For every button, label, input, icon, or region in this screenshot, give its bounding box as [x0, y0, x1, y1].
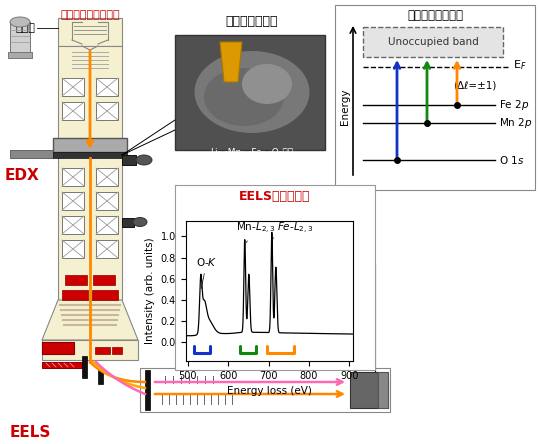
Text: Mn-$L_{2,3}$: Mn-$L_{2,3}$ — [237, 221, 276, 242]
Bar — [378, 372, 388, 408]
Bar — [62, 240, 84, 258]
Text: Fe-$L_{2,3}$: Fe-$L_{2,3}$ — [273, 221, 313, 238]
Ellipse shape — [204, 68, 284, 126]
Text: Mn 2$p$: Mn 2$p$ — [499, 116, 532, 130]
Ellipse shape — [136, 155, 152, 165]
Bar — [175, 185, 375, 370]
Bar — [350, 372, 378, 408]
Bar — [58, 46, 122, 300]
Bar — [62, 168, 84, 186]
Bar — [140, 368, 390, 412]
Text: Fe 2$p$: Fe 2$p$ — [499, 98, 529, 112]
Ellipse shape — [133, 218, 147, 226]
Bar — [96, 168, 118, 186]
Text: EDX: EDX — [5, 167, 39, 182]
Ellipse shape — [194, 51, 309, 133]
Bar — [62, 290, 88, 300]
Bar — [53, 138, 127, 152]
Bar — [65, 275, 87, 285]
Bar — [96, 102, 118, 120]
Text: Energy: Energy — [340, 89, 350, 125]
Text: E$_F$: E$_F$ — [513, 58, 526, 72]
Bar — [8, 52, 32, 58]
Bar — [62, 102, 84, 120]
Bar — [98, 370, 103, 384]
Text: 電子線プローブ: 電子線プローブ — [226, 15, 278, 28]
Bar — [62, 192, 84, 210]
Text: EELSスペクトル: EELSスペクトル — [239, 190, 310, 203]
Ellipse shape — [242, 64, 292, 104]
Ellipse shape — [10, 17, 30, 27]
Text: (Δℓ=±1): (Δℓ=±1) — [453, 80, 497, 90]
Text: 分析電子顕微鏡本体: 分析電子顕微鏡本体 — [60, 10, 120, 20]
Bar — [95, 347, 110, 354]
Bar — [93, 275, 115, 285]
Bar — [112, 347, 122, 354]
Text: 内殻電子励起過程: 内殻電子励起過程 — [407, 9, 463, 22]
Bar — [10, 22, 30, 52]
Bar — [175, 35, 325, 150]
Bar — [10, 150, 53, 158]
Bar — [82, 356, 87, 378]
Bar — [62, 216, 84, 234]
Bar — [96, 240, 118, 258]
Bar — [122, 218, 134, 227]
Bar — [122, 155, 136, 165]
Text: Li₁.₂Mn₀.₄Fe₀.₄O₂粒子: Li₁.₂Mn₀.₄Fe₀.₄O₂粒子 — [211, 147, 294, 156]
Y-axis label: Intensity (arb. units): Intensity (arb. units) — [145, 238, 155, 344]
Text: O 1$s$: O 1$s$ — [499, 154, 524, 166]
Bar — [145, 370, 150, 410]
Bar — [96, 78, 118, 96]
Polygon shape — [10, 22, 30, 52]
Bar — [53, 152, 127, 158]
Text: EELS: EELS — [9, 424, 51, 440]
Bar — [96, 192, 118, 210]
Bar — [96, 216, 118, 234]
Bar — [363, 27, 503, 57]
Text: O-$K$: O-$K$ — [196, 256, 217, 289]
Bar — [42, 342, 74, 354]
Text: Unoccupied band: Unoccupied band — [388, 37, 478, 47]
Polygon shape — [42, 340, 138, 360]
X-axis label: Energy loss (eV): Energy loss (eV) — [227, 386, 312, 396]
Bar — [62, 78, 84, 96]
Text: 電子銃: 電子銃 — [15, 23, 35, 33]
Bar — [335, 5, 535, 190]
Polygon shape — [42, 300, 138, 340]
Bar — [92, 290, 118, 300]
Bar — [42, 362, 82, 368]
Polygon shape — [58, 18, 122, 46]
Polygon shape — [220, 42, 242, 82]
